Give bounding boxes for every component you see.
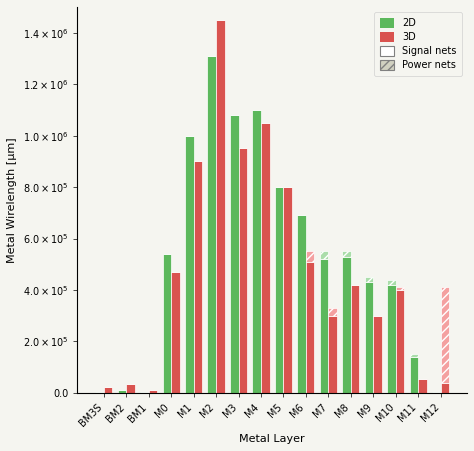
Bar xyxy=(328,316,337,393)
Bar xyxy=(171,272,180,393)
Bar xyxy=(283,187,292,393)
Bar xyxy=(387,285,396,393)
Bar xyxy=(216,20,225,393)
Bar xyxy=(441,287,449,382)
Bar xyxy=(297,216,306,393)
Bar xyxy=(320,251,328,259)
Bar xyxy=(365,277,374,282)
Bar xyxy=(374,316,382,393)
Bar xyxy=(306,262,314,393)
Bar xyxy=(328,308,337,316)
Bar xyxy=(441,382,449,393)
Bar xyxy=(320,259,328,393)
X-axis label: Metal Layer: Metal Layer xyxy=(239,434,305,444)
Bar xyxy=(163,254,171,393)
Bar xyxy=(275,187,283,393)
Bar xyxy=(432,391,441,393)
Bar xyxy=(342,251,351,257)
Bar xyxy=(95,391,104,393)
Bar xyxy=(396,287,404,290)
Legend: 2D, 3D, Signal nets, Power nets: 2D, 3D, Signal nets, Power nets xyxy=(374,12,462,76)
Bar xyxy=(208,56,216,393)
Bar xyxy=(396,290,404,393)
Bar xyxy=(351,285,359,393)
Bar xyxy=(126,384,135,393)
Bar xyxy=(238,148,247,393)
Bar xyxy=(193,161,202,393)
Bar xyxy=(185,136,193,393)
Bar xyxy=(387,280,396,285)
Y-axis label: Metal Wirelength [μm]: Metal Wirelength [μm] xyxy=(7,137,17,263)
Bar xyxy=(365,282,374,393)
Bar xyxy=(306,251,314,262)
Bar xyxy=(253,110,261,393)
Bar xyxy=(410,357,419,393)
Bar xyxy=(410,354,419,357)
Bar xyxy=(140,392,149,393)
Bar xyxy=(230,115,238,393)
Bar xyxy=(118,390,126,393)
Bar xyxy=(104,387,112,393)
Bar xyxy=(149,390,157,393)
Bar xyxy=(261,123,270,393)
Bar xyxy=(342,257,351,393)
Bar xyxy=(419,379,427,393)
